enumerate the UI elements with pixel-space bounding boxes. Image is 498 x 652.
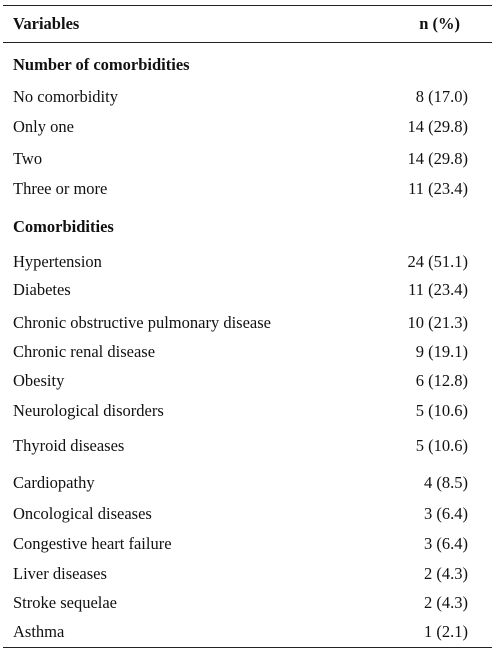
table-row: Two 14 (29.8) xyxy=(0,148,498,170)
table-row: No comorbidity 8 (17.0) xyxy=(0,86,498,108)
row-label: Oncological diseases xyxy=(13,504,152,523)
row-value: 2 (4.3) xyxy=(424,564,468,583)
row-value: 6 (12.8) xyxy=(415,371,468,390)
row-value: 24 (51.1) xyxy=(407,252,469,271)
row-label: Diabetes xyxy=(13,280,71,299)
row-label: Thyroid diseases xyxy=(13,436,125,455)
row-value: 5 (10.6) xyxy=(415,401,468,420)
table-header-rule xyxy=(3,42,492,43)
row-label: Congestive heart failure xyxy=(13,534,172,553)
table-row: Hypertension 24 (51.1) xyxy=(0,251,498,273)
row-label: Two xyxy=(13,149,43,168)
table-row: Stroke sequelae 2 (4.3) xyxy=(0,592,498,614)
row-value: 1 (2.1) xyxy=(424,622,468,641)
section-title-number-of-comorbidities: Number of comorbidities xyxy=(0,54,498,76)
row-label: Stroke sequelae xyxy=(13,593,118,612)
table-row: Thyroid diseases 5 (10.6) xyxy=(0,435,498,457)
row-label: Asthma xyxy=(13,622,65,641)
table-row: Three or more 11 (23.4) xyxy=(0,178,498,200)
table-row: Congestive heart failure 3 (6.4) xyxy=(0,533,498,555)
row-label: Only one xyxy=(13,117,74,136)
table-top-rule xyxy=(3,5,492,6)
row-label: Hypertension xyxy=(13,252,102,271)
row-value: 5 (10.6) xyxy=(415,436,468,455)
row-value: 10 (21.3) xyxy=(407,313,469,332)
header-variables: Variables xyxy=(13,14,80,33)
table-row: Neurological disorders 5 (10.6) xyxy=(0,400,498,422)
row-label: Liver diseases xyxy=(13,564,107,583)
table-header-row: Variables n (%) xyxy=(0,13,498,35)
row-value: 2 (4.3) xyxy=(424,593,468,612)
table-row: Cardiopathy 4 (8.5) xyxy=(0,472,498,494)
table-row: Liver diseases 2 (4.3) xyxy=(0,563,498,585)
row-value: 8 (17.0) xyxy=(415,87,468,106)
row-value: 14 (29.8) xyxy=(407,117,469,136)
row-label: Three or more xyxy=(13,179,108,198)
row-value: 4 (8.5) xyxy=(424,473,468,492)
table-bottom-rule xyxy=(3,647,492,648)
table-row: Chronic renal disease 9 (19.1) xyxy=(0,341,498,363)
table-row: Diabetes 11 (23.4) xyxy=(0,279,498,301)
row-value: 9 (19.1) xyxy=(415,342,468,361)
row-label: No comorbidity xyxy=(13,87,118,106)
table-row: Chronic obstructive pulmonary disease 10… xyxy=(0,312,498,334)
row-label: Cardiopathy xyxy=(13,473,95,492)
table-row: Obesity 6 (12.8) xyxy=(0,370,498,392)
table-row: Oncological diseases 3 (6.4) xyxy=(0,503,498,525)
table-row: Asthma 1 (2.1) xyxy=(0,621,498,643)
table-row: Only one 14 (29.8) xyxy=(0,116,498,138)
row-value: 14 (29.8) xyxy=(407,149,469,168)
row-value: 3 (6.4) xyxy=(424,534,468,553)
section-title: Number of comorbidities xyxy=(13,55,190,74)
header-n-percent: n (%) xyxy=(419,14,460,33)
row-label: Chronic renal disease xyxy=(13,342,156,361)
row-label: Obesity xyxy=(13,371,65,390)
row-label: Neurological disorders xyxy=(13,401,164,420)
section-title: Comorbidities xyxy=(13,217,114,236)
row-label: Chronic obstructive pulmonary disease xyxy=(13,313,271,332)
section-title-comorbidities: Comorbidities xyxy=(0,216,498,238)
row-value: 11 (23.4) xyxy=(408,280,468,299)
row-value: 11 (23.4) xyxy=(408,179,468,198)
row-value: 3 (6.4) xyxy=(424,504,468,523)
